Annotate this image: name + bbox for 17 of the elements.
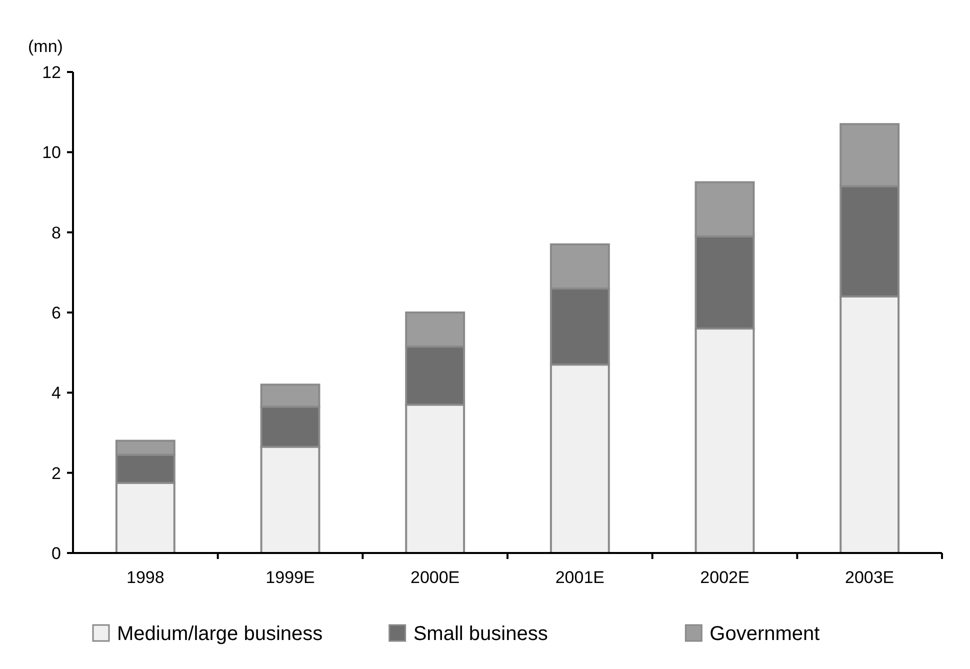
x-tick-label: 2002E xyxy=(700,568,750,587)
y-tick-label: 8 xyxy=(52,223,61,242)
legend-label: Government xyxy=(710,623,820,645)
y-tick-label: 10 xyxy=(42,143,61,162)
y-tick-label: 0 xyxy=(52,544,61,563)
y-tick-label: 2 xyxy=(52,464,61,483)
legend-label: Medium/large business xyxy=(117,623,323,645)
y-tick-label: 6 xyxy=(52,303,61,322)
y-axis-title: (mn) xyxy=(28,37,63,56)
x-tick-label: 2003E xyxy=(844,568,894,587)
y-tick-label: 12 xyxy=(42,62,61,82)
x-tick-label: 1999E xyxy=(266,568,315,587)
legend-label: Small business xyxy=(413,623,548,645)
x-tick-label: 2001E xyxy=(555,568,605,587)
y-tick-label: 4 xyxy=(52,384,61,403)
x-tick-label: 2000E xyxy=(410,568,460,587)
x-tick-label: 1998 xyxy=(126,568,164,587)
